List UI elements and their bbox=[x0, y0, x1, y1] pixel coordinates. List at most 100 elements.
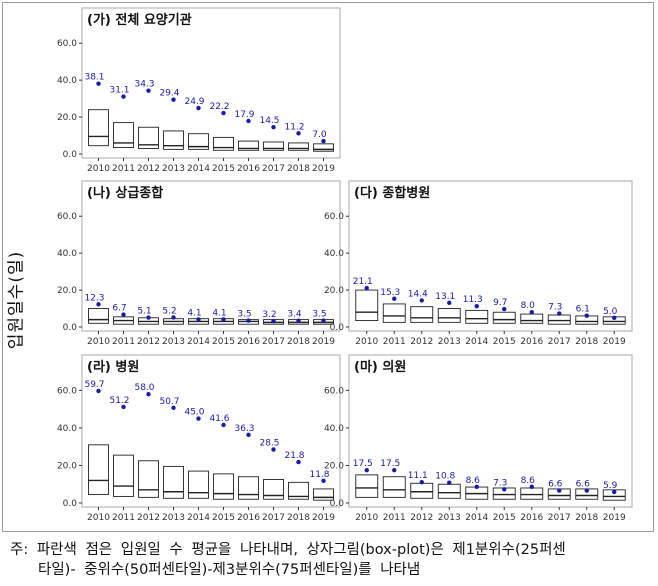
mean-point bbox=[557, 488, 562, 493]
mean-label: 8.6 bbox=[521, 476, 536, 486]
mean-label: 6.1 bbox=[576, 305, 590, 315]
panel-2: (나) 상급종합 0.0 20.0 40.0 60.0 12.3 2010 6.7 2011 5.… bbox=[57, 180, 341, 347]
x-tick-label: 2011 bbox=[383, 513, 406, 523]
mean-point bbox=[474, 484, 479, 490]
box-2015 bbox=[213, 136, 234, 151]
x-tick-label: 2016 bbox=[237, 337, 260, 347]
panel-title: (라) 병원 bbox=[87, 359, 139, 375]
mean-label: 7.0 bbox=[312, 130, 327, 140]
mean-label: 41.6 bbox=[209, 414, 229, 424]
mean-label: 7.3 bbox=[548, 303, 562, 313]
mean-point bbox=[529, 484, 534, 490]
box-2016 bbox=[238, 476, 259, 500]
box-2010 bbox=[355, 474, 379, 498]
box-2017 bbox=[263, 141, 284, 151]
y-tick-label: 40.0 bbox=[57, 76, 77, 86]
footnote-line-2: 타일)- 중위수(50퍼센타일)-제3분위수(75퍼센타일)를 나타냄 bbox=[38, 562, 421, 578]
mean-point bbox=[612, 489, 617, 495]
x-tick-label: 2011 bbox=[112, 513, 135, 523]
y-tick-label: 20.0 bbox=[324, 286, 344, 296]
mean-label: 8.0 bbox=[521, 301, 536, 311]
x-tick-label: 2011 bbox=[112, 164, 135, 174]
mean-point bbox=[246, 432, 251, 438]
x-tick-label: 2012 bbox=[410, 337, 433, 347]
box-2013 bbox=[437, 308, 461, 323]
box-2014 bbox=[465, 309, 489, 324]
x-tick-label: 2015 bbox=[493, 337, 516, 347]
panel-3: (다) 종합병원 0.0 20.0 40.0 60.0 21.1 2010 15.3 2011 1… bbox=[324, 180, 633, 347]
mean-label: 6.7 bbox=[112, 304, 126, 314]
mean-point bbox=[392, 467, 397, 473]
mean-label: 29.4 bbox=[159, 89, 179, 99]
x-tick-label: 2017 bbox=[262, 164, 285, 174]
mean-point bbox=[419, 298, 424, 303]
x-tick-label: 2012 bbox=[137, 337, 160, 347]
mean-label: 59.7 bbox=[84, 380, 104, 390]
x-tick-label: 2015 bbox=[212, 513, 235, 523]
mean-point bbox=[196, 317, 201, 322]
x-tick-label: 2017 bbox=[548, 513, 571, 523]
x-tick-label: 2014 bbox=[187, 337, 210, 347]
mean-point bbox=[146, 88, 151, 93]
mean-point bbox=[584, 313, 589, 318]
mean-point bbox=[121, 94, 126, 99]
x-tick-label: 2019 bbox=[603, 513, 626, 523]
x-tick-label: 2014 bbox=[465, 337, 488, 347]
box-2015 bbox=[492, 311, 516, 324]
mean-label: 12.3 bbox=[84, 293, 104, 303]
figure-frame bbox=[2, 2, 654, 532]
x-tick-label: 2013 bbox=[162, 513, 185, 523]
mean-label: 24.9 bbox=[184, 97, 204, 107]
mean-point bbox=[121, 404, 126, 410]
x-tick-label: 2011 bbox=[383, 337, 406, 347]
mean-point bbox=[246, 318, 251, 323]
mean-label: 15.3 bbox=[380, 288, 400, 298]
mean-label: 7.3 bbox=[493, 478, 507, 488]
box-2011 bbox=[113, 122, 134, 148]
y-tick-label: 60.0 bbox=[57, 212, 77, 222]
y-tick-label: 60.0 bbox=[324, 386, 344, 396]
x-tick-label: 2016 bbox=[520, 337, 543, 347]
footnote: 주: 파란색 점은 입원일 수 평균을 나타내며, 상자그림(box-plot)… bbox=[10, 540, 650, 580]
y-tick-label: 0.0 bbox=[330, 323, 345, 333]
mean-label: 5.9 bbox=[603, 481, 618, 491]
mean-label: 6.6 bbox=[548, 480, 563, 490]
mean-label: 5.1 bbox=[137, 307, 151, 317]
box-2010 bbox=[355, 289, 379, 321]
mean-label: 6.6 bbox=[576, 480, 591, 490]
x-tick-label: 2013 bbox=[162, 337, 185, 347]
x-tick-label: 2012 bbox=[137, 164, 160, 174]
x-tick-label: 2017 bbox=[262, 337, 285, 347]
box-2012 bbox=[410, 306, 434, 323]
y-tick-label: 20.0 bbox=[57, 461, 77, 471]
box-2016 bbox=[520, 487, 544, 500]
y-tick-label: 20.0 bbox=[324, 461, 344, 471]
mean-point bbox=[612, 315, 617, 320]
x-tick-label: 2010 bbox=[87, 164, 110, 174]
mean-label: 21.8 bbox=[284, 451, 304, 461]
panel-title: (마) 의원 bbox=[354, 359, 406, 375]
mean-label: 3.4 bbox=[287, 310, 302, 320]
mean-point bbox=[171, 315, 176, 320]
mean-point bbox=[146, 391, 151, 397]
x-tick-label: 2012 bbox=[137, 513, 160, 523]
mean-label: 21.1 bbox=[353, 277, 373, 287]
x-tick-label: 2012 bbox=[410, 513, 433, 523]
box-2012 bbox=[410, 482, 434, 499]
mean-point bbox=[447, 300, 452, 306]
mean-label: 14.5 bbox=[259, 116, 279, 126]
box-2011 bbox=[382, 303, 406, 323]
mean-label: 11.3 bbox=[463, 295, 483, 305]
mean-point bbox=[196, 105, 201, 111]
x-tick-label: 2017 bbox=[262, 513, 285, 523]
mean-label: 13.1 bbox=[435, 292, 455, 302]
mean-label: 38.1 bbox=[84, 73, 104, 83]
x-tick-label: 2015 bbox=[493, 513, 516, 523]
mean-point bbox=[296, 318, 301, 323]
panel-5: (마) 의원 0.0 20.0 40.0 60.0 17.5 2010 17.5 2011 11.… bbox=[324, 354, 633, 523]
box-2012 bbox=[138, 460, 159, 498]
box-2017 bbox=[263, 479, 284, 500]
box-2015 bbox=[213, 473, 234, 500]
mean-point bbox=[447, 480, 452, 485]
mean-label: 50.7 bbox=[159, 397, 179, 407]
